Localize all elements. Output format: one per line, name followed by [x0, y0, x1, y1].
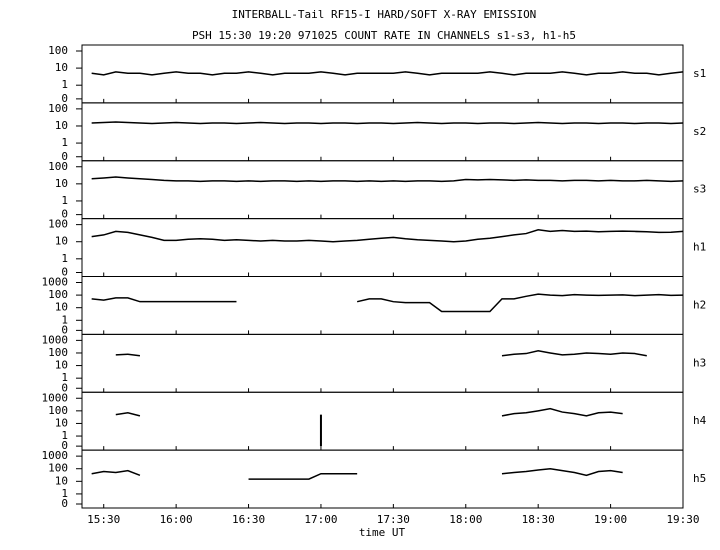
- data-line: [91, 469, 141, 477]
- y-tick-label: 0: [61, 150, 68, 163]
- x-tick-label: 19:30: [666, 513, 699, 526]
- x-tick-label: 18:30: [522, 513, 555, 526]
- series-label: s1: [693, 67, 706, 80]
- y-tick-label: 10: [55, 359, 68, 372]
- x-tick-label: 17:30: [377, 513, 410, 526]
- chart-subtitle: PSH 15:30 19:20 971025 COUNT RATE IN CHA…: [192, 29, 576, 42]
- x-tick-label: 16:30: [232, 513, 265, 526]
- panel-frame: [81, 160, 684, 220]
- y-tick-label: 1: [61, 429, 68, 442]
- x-tick-label: 15:30: [87, 513, 120, 526]
- y-tick-label: 1000: [42, 333, 69, 346]
- data-line: [115, 412, 141, 417]
- series-label: h3: [693, 356, 706, 369]
- series-label: h4: [693, 414, 707, 427]
- y-tick-label: 0: [61, 439, 68, 452]
- x-axis-label: time UT: [359, 526, 406, 539]
- panel-frame: [81, 333, 684, 393]
- series-label: h5: [693, 472, 706, 485]
- y-tick-label: 1: [61, 194, 68, 207]
- y-tick-label: 100: [48, 462, 68, 475]
- data-line: [91, 229, 684, 243]
- data-line: [356, 293, 684, 313]
- panel-frame: [81, 449, 684, 509]
- data-line: [501, 349, 647, 357]
- y-tick-label: 100: [48, 404, 68, 417]
- data-line: [115, 353, 141, 357]
- y-tick-label: 10: [55, 177, 68, 190]
- y-tick-label: 100: [48, 102, 68, 115]
- data-line: [501, 407, 623, 417]
- y-tick-label: 100: [48, 346, 68, 359]
- y-tick-label: 0: [61, 381, 68, 394]
- data-line: [501, 467, 623, 477]
- series-label: h1: [693, 241, 706, 254]
- y-tick-label: 10: [55, 119, 68, 132]
- y-tick-label: 0: [61, 92, 68, 105]
- x-tick-label: 18:00: [449, 513, 482, 526]
- y-tick-label: 10: [55, 301, 68, 314]
- data-line: [91, 297, 237, 303]
- y-tick-label: 0: [61, 208, 68, 221]
- y-tick-label: 1: [61, 487, 68, 500]
- y-tick-label: 100: [48, 288, 68, 301]
- y-tick-label: 100: [48, 218, 68, 231]
- y-tick-label: 100: [48, 160, 68, 173]
- y-tick-label: 0: [61, 323, 68, 336]
- panel-frame: [81, 218, 684, 277]
- data-line: [91, 176, 684, 183]
- panel-frame: [81, 276, 684, 335]
- y-tick-label: 0: [61, 266, 68, 279]
- y-tick-label: 1000: [42, 276, 69, 289]
- x-tick-label: 16:00: [160, 513, 193, 526]
- y-tick-label: 1: [61, 313, 68, 326]
- data-line: [248, 472, 358, 480]
- y-tick-label: 10: [55, 416, 68, 429]
- y-tick-label: 1: [61, 252, 68, 265]
- y-tick-label: 1: [61, 136, 68, 149]
- y-tick-label: 10: [55, 474, 68, 487]
- series-label: s3: [693, 183, 706, 196]
- y-tick-label: 1: [61, 371, 68, 384]
- panel-frame: [81, 102, 684, 162]
- panel-frame: [81, 391, 684, 451]
- x-tick-label: 19:00: [594, 513, 627, 526]
- series-label: h2: [693, 298, 706, 311]
- data-line: [91, 121, 684, 125]
- y-tick-label: 1000: [42, 449, 69, 462]
- series-label: s2: [693, 125, 706, 138]
- y-tick-label: 0: [61, 497, 68, 510]
- y-tick-label: 100: [48, 44, 68, 57]
- data-line: [91, 71, 684, 76]
- x-tick-label: 17:00: [304, 513, 337, 526]
- y-tick-label: 1: [61, 78, 68, 91]
- y-tick-label: 10: [55, 61, 68, 74]
- y-tick-label: 10: [55, 235, 68, 248]
- chart-title: INTERBALL-Tail RF15-I HARD/SOFT X-RAY EM…: [232, 8, 537, 21]
- y-tick-label: 1000: [42, 391, 69, 404]
